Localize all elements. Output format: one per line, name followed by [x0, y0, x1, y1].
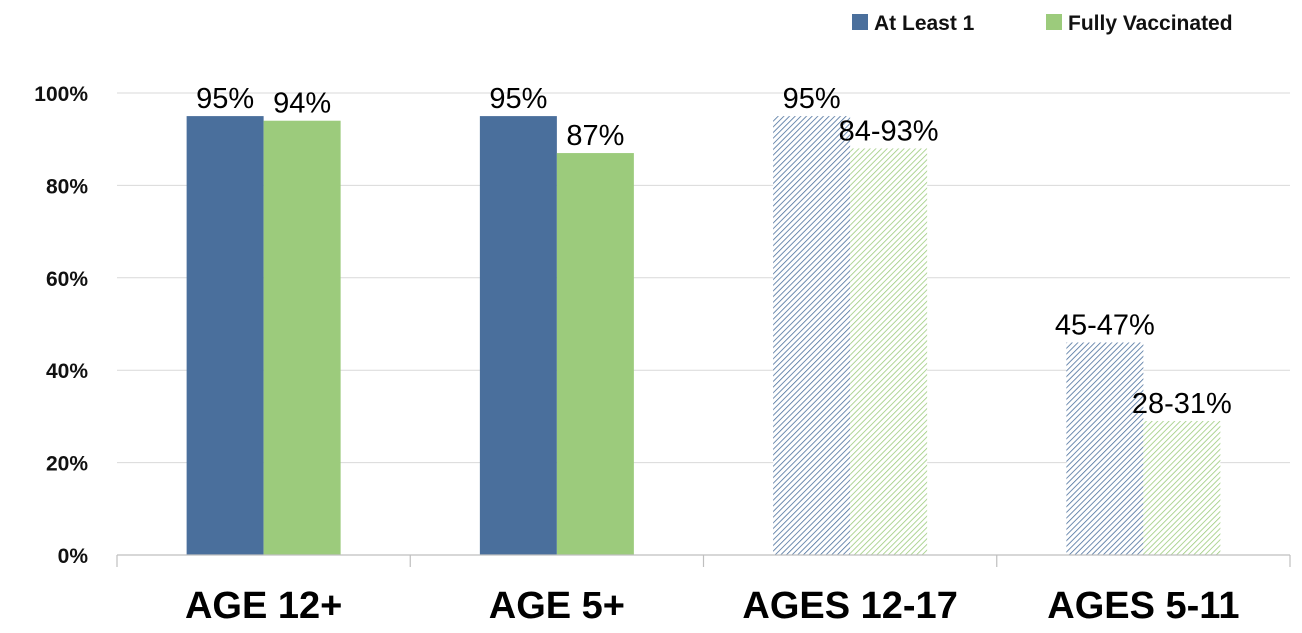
- x-axis: AGE 12+ AGE 5+ AGES 12-17 AGES 5-11: [116, 554, 1291, 627]
- bar: [1143, 421, 1221, 555]
- y-tick-label: 100%: [34, 83, 88, 106]
- data-label: 87%: [566, 120, 624, 152]
- bar: [1066, 342, 1144, 555]
- data-label: 95%: [489, 83, 547, 115]
- data-labels: 95% 94% 95%87%95%84-93%45-47%28-31%: [196, 83, 1232, 420]
- bar: [186, 116, 264, 555]
- legend: At Least 1 Fully Vaccinated: [852, 12, 1233, 35]
- y-tick-label: 80%: [46, 175, 88, 198]
- bar: [263, 120, 341, 555]
- category-label: AGE 5+: [489, 585, 625, 627]
- category-label: AGES 5-11: [1047, 585, 1239, 627]
- y-axis: 0% 20% 40% 60% 80% 100%: [34, 83, 88, 568]
- category-label: AGE 12+: [185, 585, 342, 627]
- y-tick-label: 40%: [46, 360, 88, 383]
- bar: [850, 148, 928, 555]
- legend-label: At Least 1: [874, 12, 975, 35]
- y-tick-label: 20%: [46, 453, 88, 476]
- bar: [556, 153, 634, 555]
- data-label: 45-47%: [1055, 309, 1155, 341]
- bar: [479, 116, 557, 555]
- bars: [186, 116, 1221, 555]
- data-label: 28-31%: [1132, 388, 1232, 420]
- data-label: 95%: [783, 83, 841, 115]
- legend-swatch: [1046, 14, 1062, 30]
- data-label: 84-93%: [839, 115, 939, 147]
- data-label: 94%: [273, 88, 331, 120]
- legend-label: Fully Vaccinated: [1068, 12, 1233, 35]
- legend-swatch: [852, 14, 868, 30]
- bar: [773, 116, 851, 555]
- category-label: AGES 12-17: [742, 585, 957, 627]
- y-tick-label: 60%: [46, 268, 88, 291]
- y-tick-label: 0%: [58, 545, 89, 568]
- data-label: 95%: [196, 83, 254, 115]
